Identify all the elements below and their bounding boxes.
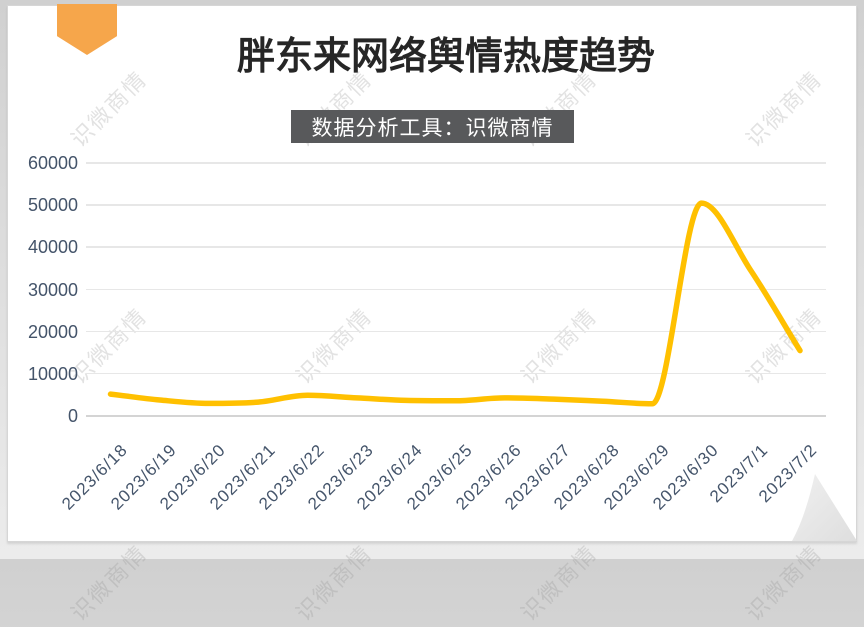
chart-title: 胖东来网络舆情热度趋势 [237, 36, 656, 78]
y-axis-label: 50000 [27, 195, 78, 216]
gridline [86, 246, 826, 248]
y-axis-label: 40000 [27, 237, 78, 258]
gridline [86, 162, 826, 164]
watermark-text: 识微商情 [66, 540, 152, 626]
watermark-text: 识微商情 [516, 540, 602, 626]
gridline [86, 415, 826, 417]
y-axis-label: 30000 [27, 279, 78, 300]
subtitle-badge: 数据分析工具：识微商情 [291, 110, 574, 143]
watermark-text: 识微商情 [741, 540, 827, 626]
y-axis-label: 10000 [27, 363, 78, 384]
gridline [86, 288, 826, 290]
chart-card [7, 5, 857, 542]
gridline [86, 372, 826, 375]
gridline [86, 204, 826, 206]
y-axis-label: 0 [67, 406, 78, 426]
gridline [86, 330, 826, 333]
watermark-text: 识微商情 [291, 540, 377, 626]
slide-page: 识微商情 识微商情 识微商情 识微商情 识微商情 识微商情 识微商情 识微商情 识微商情 识微商情… [7, 4, 857, 626]
y-axis-label: 60000 [27, 153, 78, 173]
y-axis-label: 20000 [27, 321, 78, 342]
